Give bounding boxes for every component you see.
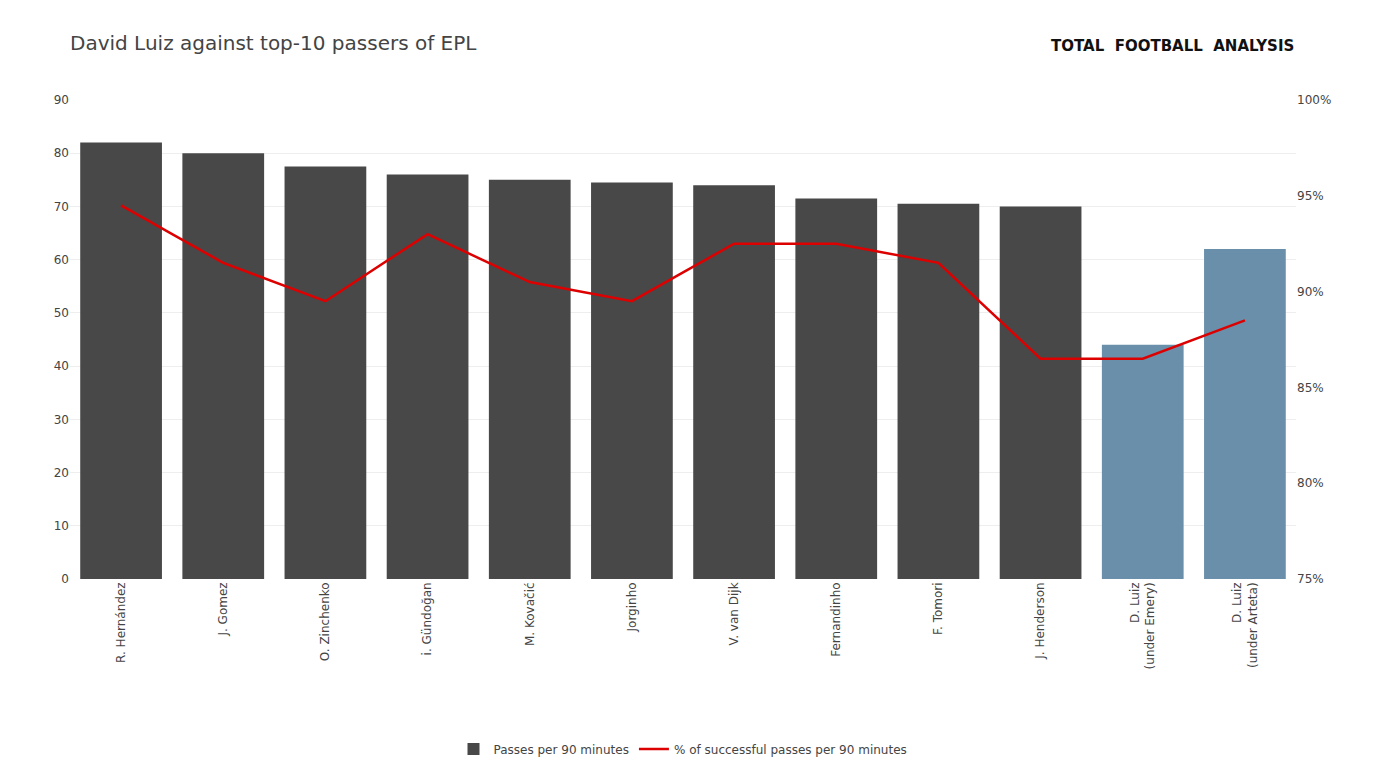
- svg-text:50: 50: [54, 306, 69, 320]
- svg-text:F. Tomori: F. Tomori: [931, 582, 945, 635]
- svg-text:Passes per 90 minutes: Passes per 90 minutes: [494, 743, 629, 757]
- svg-text:Jorginho: Jorginho: [625, 582, 639, 632]
- svg-text:0: 0: [61, 572, 69, 586]
- svg-text:20: 20: [54, 466, 69, 480]
- svg-text:V. van Dijk: V. van Dijk: [727, 582, 741, 645]
- svg-text:80: 80: [54, 146, 69, 160]
- svg-text:75%: 75%: [1297, 572, 1324, 586]
- svg-text:% of successful passes per 90: % of successful passes per 90 minutes: [674, 743, 907, 757]
- svg-text:i. Gündoğan: i. Gündoğan: [420, 582, 434, 655]
- svg-text:40: 40: [54, 359, 69, 373]
- svg-text:R. Hernández: R. Hernández: [114, 582, 128, 663]
- svg-text:TOTAL FOOTBALL ANALYSIS: TOTAL FOOTBALL ANALYSIS: [1051, 37, 1294, 55]
- svg-text:100%: 100%: [1297, 93, 1331, 107]
- svg-text:D. Luiz(under Emery): D. Luiz(under Emery): [1128, 582, 1158, 669]
- svg-text:70: 70: [54, 200, 69, 214]
- svg-text:95%: 95%: [1297, 189, 1324, 203]
- svg-text:J. Gomez: J. Gomez: [216, 582, 230, 636]
- svg-text:60: 60: [54, 253, 69, 267]
- svg-text:J. Henderson: J. Henderson: [1033, 582, 1047, 659]
- svg-text:David Luiz against top-10 pass: David Luiz against top-10 passers of EPL: [70, 31, 477, 55]
- svg-text:30: 30: [54, 413, 69, 427]
- svg-text:85%: 85%: [1297, 381, 1324, 395]
- svg-text:D. Luiz(under Arteta): D. Luiz(under Arteta): [1230, 582, 1260, 668]
- svg-text:Fernandinho: Fernandinho: [829, 582, 843, 656]
- svg-text:O. Zinchenko: O. Zinchenko: [318, 582, 332, 661]
- svg-text:M. Kovačić: M. Kovačić: [523, 582, 537, 646]
- svg-text:90: 90: [54, 93, 69, 107]
- svg-text:10: 10: [54, 519, 69, 533]
- svg-text:80%: 80%: [1297, 476, 1324, 490]
- svg-text:90%: 90%: [1297, 285, 1324, 299]
